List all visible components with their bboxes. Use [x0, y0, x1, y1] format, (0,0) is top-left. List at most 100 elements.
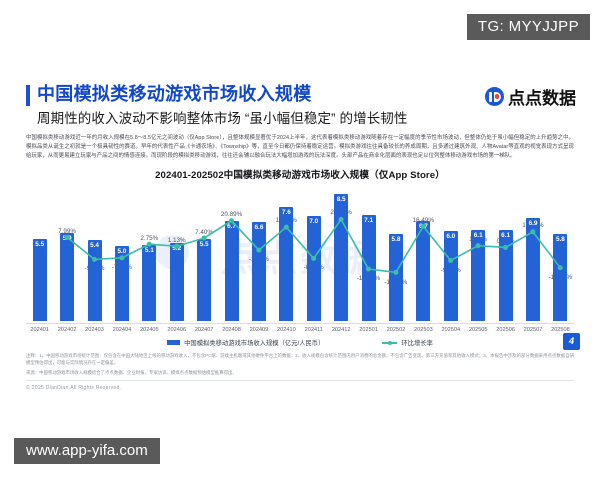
- legend-item-revenue: 中国模拟类移动游戏市场收入规模（亿元/人民币）: [167, 338, 324, 347]
- bar-column: 6.1: [492, 183, 519, 322]
- bar-column: 5.0: [108, 183, 135, 322]
- page-subtitle: 周期性的收入波动不影响整体市场 “虽小幅但稳定” 的增长韧性: [37, 111, 408, 126]
- bar-202507: 6.9: [526, 217, 541, 322]
- chart-plot-area: 点点数据 5.5 5.9 5.4 5.0 5.1 5.2 5.5 6.7 6.6 7.6 7.0 8.…: [26, 183, 574, 322]
- bar-202409: 6.6: [251, 222, 266, 322]
- bar-column: 5.1: [136, 183, 163, 322]
- bar-202404: 5.0: [114, 246, 129, 322]
- bar-column: 6.6: [245, 183, 272, 322]
- x-tick-202508: 202508: [551, 327, 570, 334]
- diandian-logo-icon: [485, 87, 504, 106]
- bar-column: 6.9: [519, 183, 546, 322]
- x-tick-202506: 202506: [496, 327, 515, 334]
- bar-column: 5.2: [163, 183, 190, 322]
- title-accent-bar: [26, 85, 30, 106]
- bar-column: 8.5: [327, 183, 354, 322]
- logo-red-dot-icon: [494, 94, 499, 99]
- brand-logo-text: 点点数据: [508, 89, 576, 108]
- bar-column: 6.7: [410, 183, 437, 322]
- x-tick-202403: 202403: [85, 327, 104, 334]
- x-tick-202404: 202404: [112, 327, 132, 334]
- x-tick-202502: 202502: [386, 327, 406, 334]
- bar-202403: 5.4: [87, 240, 102, 322]
- bar-series: 5.5 5.9 5.4 5.0 5.1 5.2 5.5 6.7 6.6 7.6 7.0 8.5 7.1 5…: [26, 183, 574, 322]
- top-watermark-chip: TG: MYYJJPP: [466, 14, 590, 40]
- legend-item-growth: 环比增长率: [382, 338, 433, 348]
- bar-202407: 5.5: [197, 238, 212, 322]
- x-tick-202407: 202407: [194, 327, 214, 334]
- legend-label-growth: 环比增长率: [401, 340, 433, 348]
- copyright-text: © 2025 DianDian.All Rights Reserved.: [26, 385, 122, 392]
- bar-column: 6.0: [437, 183, 464, 322]
- x-tick-202505: 202505: [468, 327, 488, 334]
- bar-column: 7.0: [300, 183, 327, 322]
- slide-card: 中国模拟类移动游戏市场收入规模 周期性的收入波动不影响整体市场 “虽小幅但稳定”…: [10, 72, 590, 412]
- bar-value-label: 5.1: [144, 246, 154, 254]
- bar-202401: 5.5: [32, 238, 47, 322]
- x-tick-202501: 202501: [359, 327, 378, 334]
- bar-202411: 7.0: [306, 216, 321, 322]
- bar-value-label: 5.9: [62, 234, 72, 242]
- x-axis-tick-labels: 202401 202402 202403 202404 202405 202406 2024…: [26, 323, 574, 333]
- bar-column: 5.5: [190, 183, 217, 322]
- page-title: 中国模拟类移动游戏市场收入规模: [37, 84, 312, 104]
- bar-value-label: 5.2: [172, 245, 182, 253]
- x-tick-202412: 202412: [331, 327, 351, 334]
- x-tick-202408: 202408: [222, 327, 241, 334]
- bar-202405: 5.1: [142, 244, 157, 322]
- bar-202406: 5.2: [169, 243, 184, 322]
- footer-divider: [26, 380, 574, 382]
- chart-legend: 中国模拟类移动游戏市场收入规模（亿元/人民币） 环比增长率: [20, 338, 580, 347]
- bar-202412: 8.5: [334, 193, 349, 322]
- bar-202410: 7.6: [279, 207, 294, 322]
- x-tick-202409: 202409: [249, 327, 269, 334]
- bar-value-label: 7.1: [364, 216, 374, 224]
- x-tick-202406: 202406: [167, 327, 187, 334]
- bar-202504: 6.0: [443, 231, 458, 322]
- legend-line-swatch-icon: [382, 339, 398, 346]
- x-tick-202503: 202503: [414, 327, 433, 334]
- bar-value-label: 5.0: [117, 248, 127, 256]
- bar-column: 7.1: [355, 183, 382, 322]
- bar-value-label: 5.8: [391, 236, 401, 244]
- bar-202508: 5.8: [553, 234, 568, 322]
- bar-column: 6.7: [218, 183, 245, 322]
- chart-container: 202401-202502中国模拟类移动游戏市场收入规模（仅App Store）…: [20, 167, 580, 347]
- x-tick-202402: 202402: [57, 327, 77, 334]
- bar-value-label: 5.4: [90, 242, 99, 250]
- bar-column: 5.8: [547, 183, 574, 322]
- bar-202506: 6.1: [498, 229, 513, 322]
- bar-202501: 7.1: [361, 214, 376, 322]
- bottom-watermark-chip: www.app-yifa.com: [14, 438, 160, 464]
- bar-202408: 6.7: [224, 220, 239, 322]
- bar-202503: 6.7: [416, 220, 431, 322]
- slide-header: 中国模拟类移动游戏市场收入规模 周期性的收入波动不影响整体市场 “虽小幅但稳定”…: [10, 72, 590, 127]
- x-tick-202405: 202405: [139, 327, 159, 334]
- x-tick-202410: 202410: [277, 327, 296, 334]
- bar-202502: 5.8: [388, 234, 403, 322]
- bar-column: 5.8: [382, 183, 409, 322]
- x-tick-202507: 202507: [523, 327, 543, 334]
- bar-column: 7.6: [273, 183, 300, 322]
- bar-column: 5.9: [53, 183, 80, 322]
- bar-value-label: 6.7: [227, 222, 236, 230]
- bar-value-label: 6.7: [418, 222, 428, 230]
- chart-title: 202401-202502中国模拟类移动游戏市场收入规模（仅App Store）: [155, 170, 445, 182]
- body-paragraph: 中国模拟类移动游戏近一年的月收入规模在5.8～8.5亿元之间波动（仅App St…: [26, 135, 574, 160]
- page-number-badge: 4: [563, 333, 580, 350]
- bar-202505: 6.1: [471, 229, 486, 322]
- bar-value-label: 6.0: [446, 233, 456, 241]
- x-tick-202504: 202504: [441, 327, 461, 334]
- brand-logo: 点点数据: [485, 84, 576, 109]
- title-row: 中国模拟类移动游戏市场收入规模: [26, 84, 574, 106]
- bar-value-label: 5.8: [555, 236, 565, 244]
- bar-value-label: 7.6: [281, 209, 291, 217]
- source-note: 来源：中国移动游戏市场收入规模结合了点点数据、企业财报、专家访谈、模拟点点数据预…: [26, 370, 237, 376]
- bar-value-label: 6.1: [501, 231, 511, 239]
- bar-value-label: 5.5: [35, 240, 45, 248]
- bar-column: 5.5: [26, 183, 53, 322]
- bar-202402: 5.9: [60, 232, 75, 322]
- legend-bar-swatch-icon: [167, 340, 181, 346]
- legend-label-revenue: 中国模拟类移动游戏市场收入规模（亿元/人民币）: [184, 340, 325, 348]
